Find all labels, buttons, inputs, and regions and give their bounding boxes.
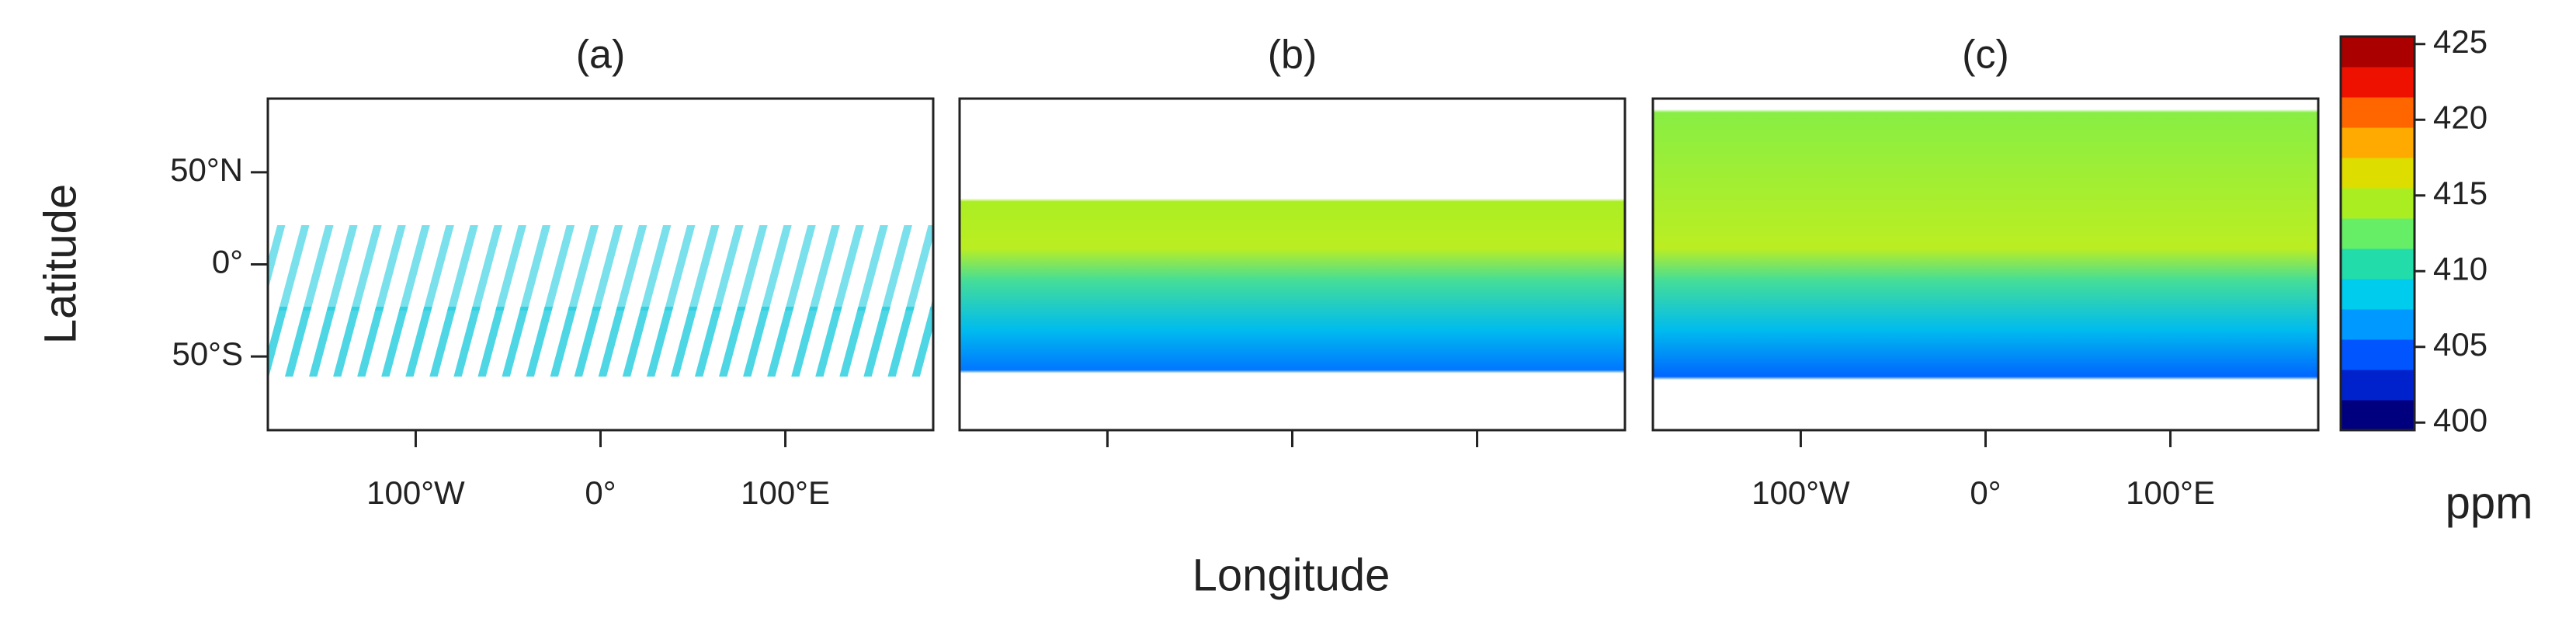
y-tick-label: 50°N bbox=[170, 151, 243, 188]
colorbar-label: ppm bbox=[2446, 478, 2533, 528]
x-tick-label: 100°W bbox=[366, 474, 465, 511]
map-field bbox=[269, 225, 933, 311]
map-field bbox=[1654, 99, 2318, 429]
map-field bbox=[269, 307, 933, 377]
colorbar-swatch bbox=[2341, 218, 2415, 249]
colorbar-tick-label: 405 bbox=[2433, 326, 2487, 363]
x-axis-label: Longitude bbox=[1193, 550, 1390, 600]
y-axis-label: Latitude bbox=[35, 184, 85, 344]
colorbar-swatch bbox=[2341, 188, 2415, 219]
x-tick-label: 100°E bbox=[2126, 474, 2215, 511]
map-field bbox=[960, 99, 1626, 429]
colorbar-tick-label: 420 bbox=[2433, 99, 2487, 135]
y-tick-label: 0° bbox=[212, 244, 243, 280]
colorbar-tick-label: 425 bbox=[2433, 23, 2487, 60]
panel-title: (c) bbox=[1962, 33, 2009, 78]
x-tick-label: 100°W bbox=[1751, 474, 1850, 511]
colorbar-swatch bbox=[2341, 36, 2415, 68]
x-tick-label: 100°E bbox=[741, 474, 830, 511]
panel-title: (a) bbox=[576, 33, 626, 78]
colorbar-swatch bbox=[2341, 248, 2415, 280]
x-tick-label: 0° bbox=[1970, 474, 2001, 511]
colorbar-swatch bbox=[2341, 158, 2415, 189]
colorbar-tick-label: 415 bbox=[2433, 175, 2487, 211]
colorbar-swatch bbox=[2341, 279, 2415, 310]
colorbar-tick-label: 410 bbox=[2433, 250, 2487, 287]
colorbar-swatch bbox=[2341, 370, 2415, 401]
panel-title: (b) bbox=[1268, 33, 1318, 78]
colorbar-swatch bbox=[2341, 97, 2415, 128]
colorbar-frame bbox=[2339, 35, 2416, 432]
x-tick-label: 0° bbox=[585, 474, 616, 511]
colorbar-swatch bbox=[2341, 67, 2415, 98]
colorbar-swatch bbox=[2341, 400, 2415, 431]
colorbar-swatch bbox=[2341, 309, 2415, 340]
colorbar-tick-label: 400 bbox=[2433, 401, 2487, 438]
y-tick-label: 50°S bbox=[172, 335, 243, 372]
colorbar-swatch bbox=[2341, 339, 2415, 370]
colorbar-swatch bbox=[2341, 127, 2415, 158]
